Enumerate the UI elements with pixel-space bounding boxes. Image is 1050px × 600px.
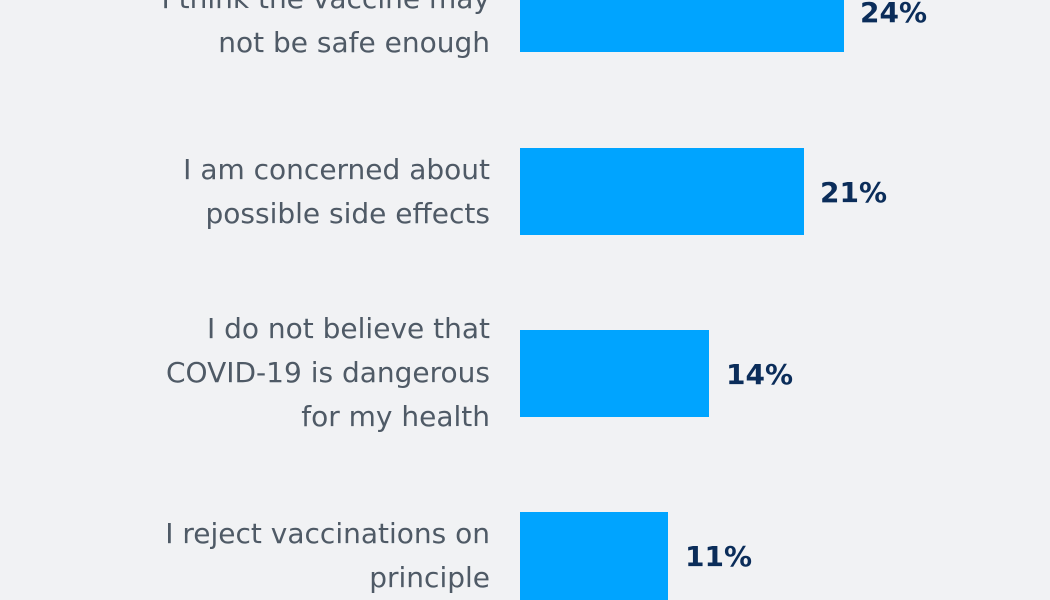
bar bbox=[520, 330, 709, 417]
category-label: I think the vaccine may not be safe enou… bbox=[161, 0, 490, 59]
bar bbox=[520, 512, 668, 600]
category-label: I am concerned about possible side effec… bbox=[183, 153, 490, 230]
value-label: 24% bbox=[860, 0, 928, 29]
value-label: 21% bbox=[820, 176, 888, 209]
value-label: 11% bbox=[685, 540, 753, 573]
bar bbox=[520, 148, 804, 235]
category-label: I reject vaccinations on principle bbox=[165, 517, 490, 594]
category-label: I do not believe that COVID-19 is danger… bbox=[165, 312, 490, 433]
bar bbox=[520, 0, 844, 52]
value-label: 14% bbox=[726, 358, 794, 391]
